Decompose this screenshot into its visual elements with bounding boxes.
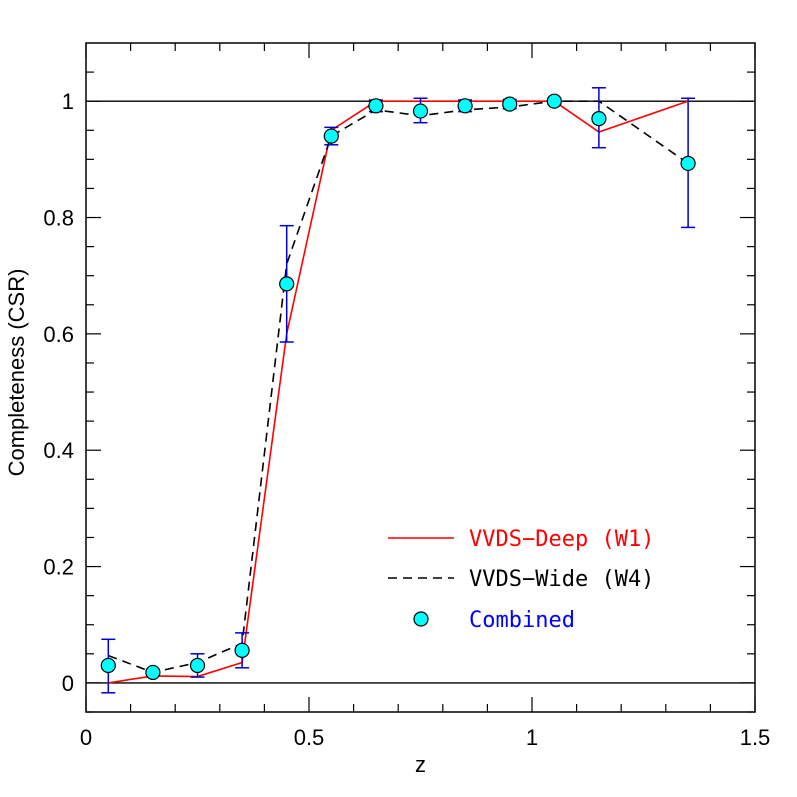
tick-marks: [85, 43, 756, 713]
y-axis-title: Completeness (CSR): [4, 269, 29, 477]
y-tick-label: 0.8: [43, 206, 74, 231]
combined-point: [100, 657, 116, 674]
x-tick-label: 0: [80, 725, 92, 750]
combined-point: [546, 93, 562, 109]
combined-point: [145, 664, 161, 681]
plot-frame: [85, 42, 756, 713]
legend-combined-marker: [413, 611, 429, 627]
combined-point: [412, 103, 429, 119]
combined-point: [323, 128, 339, 144]
combined-point: [457, 98, 473, 114]
combined-point: [502, 96, 518, 112]
series-layer: [100, 87, 696, 694]
legend-label: Combined: [469, 608, 575, 633]
combined-point: [591, 111, 607, 127]
x-axis-title: z: [415, 752, 426, 777]
y-tick-label: 0.2: [43, 555, 74, 580]
y-tick-label: 0: [62, 671, 74, 696]
legend-label: VVDS−Wide (W4): [469, 567, 654, 592]
x-tick-label: 1.5: [740, 725, 771, 750]
legend: VVDS−Deep (W1) VVDS−Wide (W4) Combined: [388, 527, 654, 633]
combined-point: [189, 657, 206, 674]
x-tick-label: 1: [526, 725, 538, 750]
legend-label: VVDS−Deep (W1): [469, 527, 654, 552]
combined-point: [368, 98, 384, 114]
combined-point: [234, 642, 250, 658]
x-tick-label: 0.5: [294, 725, 325, 750]
combined-point: [680, 155, 696, 172]
combined-point: [279, 276, 295, 292]
y-tick-label: 0.4: [43, 438, 74, 463]
reference-lines: [86, 100, 755, 684]
series-line-vvds-deep: [108, 100, 689, 684]
tick-labels: 0 0.5 1 1.5 0 0.2 0.4 0.6 0.8 1: [43, 89, 770, 750]
y-tick-label: 1: [62, 89, 74, 114]
y-tick-label: 0.6: [43, 322, 74, 347]
